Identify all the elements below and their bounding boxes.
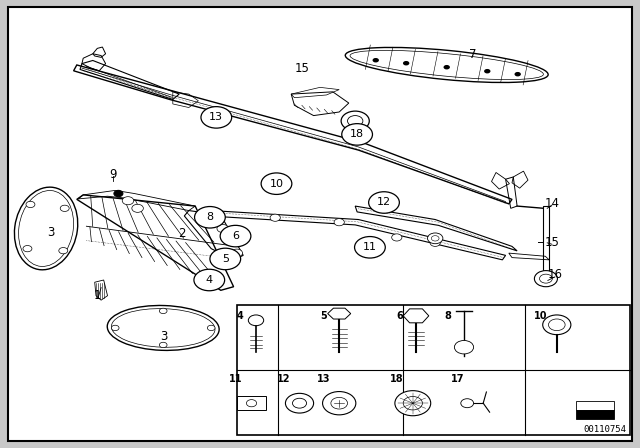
- Text: 15: 15: [544, 236, 559, 250]
- Text: 3: 3: [160, 330, 168, 344]
- Circle shape: [334, 219, 344, 226]
- Text: 10: 10: [269, 179, 284, 189]
- Circle shape: [403, 61, 410, 65]
- Circle shape: [114, 190, 123, 197]
- Bar: [576, 410, 614, 419]
- Text: 7: 7: [468, 48, 476, 61]
- Circle shape: [23, 246, 32, 252]
- Circle shape: [270, 214, 280, 221]
- Text: 00110754: 00110754: [583, 425, 626, 434]
- Circle shape: [194, 269, 225, 291]
- Text: 1: 1: [94, 289, 102, 302]
- Text: 4: 4: [205, 275, 213, 285]
- Text: 16: 16: [547, 267, 563, 281]
- Text: 12: 12: [377, 198, 391, 207]
- Circle shape: [246, 400, 257, 407]
- Text: 10: 10: [534, 311, 548, 321]
- Text: 14: 14: [544, 197, 559, 211]
- Bar: [237, 305, 630, 435]
- Circle shape: [348, 116, 363, 126]
- Circle shape: [210, 248, 241, 270]
- Circle shape: [543, 315, 571, 335]
- Text: 13: 13: [316, 374, 330, 384]
- Ellipse shape: [108, 306, 219, 350]
- Text: 6: 6: [232, 231, 239, 241]
- Text: 12: 12: [276, 374, 291, 384]
- Text: 11: 11: [228, 374, 243, 384]
- Text: 18: 18: [350, 129, 364, 139]
- Ellipse shape: [15, 187, 77, 270]
- Circle shape: [454, 340, 474, 354]
- Circle shape: [403, 396, 422, 410]
- Circle shape: [372, 58, 379, 62]
- Circle shape: [132, 204, 143, 212]
- Polygon shape: [403, 309, 429, 323]
- Text: 17: 17: [451, 374, 465, 384]
- Circle shape: [292, 398, 307, 408]
- Circle shape: [207, 325, 215, 331]
- Circle shape: [220, 225, 251, 247]
- Text: 8: 8: [206, 212, 214, 222]
- Text: 3: 3: [47, 225, 55, 239]
- Circle shape: [331, 397, 348, 409]
- Circle shape: [540, 274, 552, 283]
- Circle shape: [444, 65, 450, 69]
- Circle shape: [515, 72, 521, 77]
- Circle shape: [122, 197, 134, 205]
- Ellipse shape: [345, 47, 548, 82]
- Circle shape: [217, 224, 228, 233]
- Circle shape: [159, 308, 167, 314]
- Text: 6: 6: [397, 311, 403, 321]
- Circle shape: [484, 69, 490, 73]
- Ellipse shape: [19, 190, 74, 267]
- Circle shape: [548, 319, 565, 331]
- Circle shape: [392, 234, 402, 241]
- Circle shape: [428, 233, 443, 244]
- Text: 5: 5: [222, 254, 228, 264]
- Circle shape: [285, 393, 314, 413]
- Text: 5: 5: [320, 311, 326, 321]
- Ellipse shape: [350, 50, 543, 80]
- Circle shape: [461, 399, 474, 408]
- Text: 2: 2: [178, 227, 186, 241]
- Text: 13: 13: [209, 112, 223, 122]
- Circle shape: [323, 392, 356, 415]
- Text: 18: 18: [390, 374, 404, 384]
- Circle shape: [195, 207, 225, 228]
- Circle shape: [231, 249, 243, 257]
- Bar: [576, 401, 614, 410]
- Text: 9: 9: [109, 168, 116, 181]
- Polygon shape: [543, 206, 549, 273]
- Circle shape: [355, 237, 385, 258]
- Circle shape: [26, 201, 35, 207]
- Text: 11: 11: [363, 242, 377, 252]
- Circle shape: [369, 192, 399, 213]
- Circle shape: [341, 111, 369, 131]
- Bar: [237, 396, 266, 410]
- Circle shape: [342, 124, 372, 145]
- Circle shape: [261, 173, 292, 194]
- Circle shape: [111, 325, 119, 331]
- Circle shape: [534, 271, 557, 287]
- Circle shape: [59, 247, 68, 254]
- Circle shape: [60, 205, 69, 211]
- Circle shape: [248, 315, 264, 326]
- Polygon shape: [328, 308, 351, 319]
- Text: 4: 4: [237, 311, 243, 321]
- Circle shape: [395, 391, 431, 416]
- Text: 15: 15: [294, 61, 310, 75]
- Circle shape: [430, 239, 440, 246]
- Text: 8: 8: [445, 311, 451, 321]
- Circle shape: [431, 236, 439, 241]
- Ellipse shape: [111, 309, 215, 347]
- Circle shape: [159, 342, 167, 348]
- Circle shape: [201, 107, 232, 128]
